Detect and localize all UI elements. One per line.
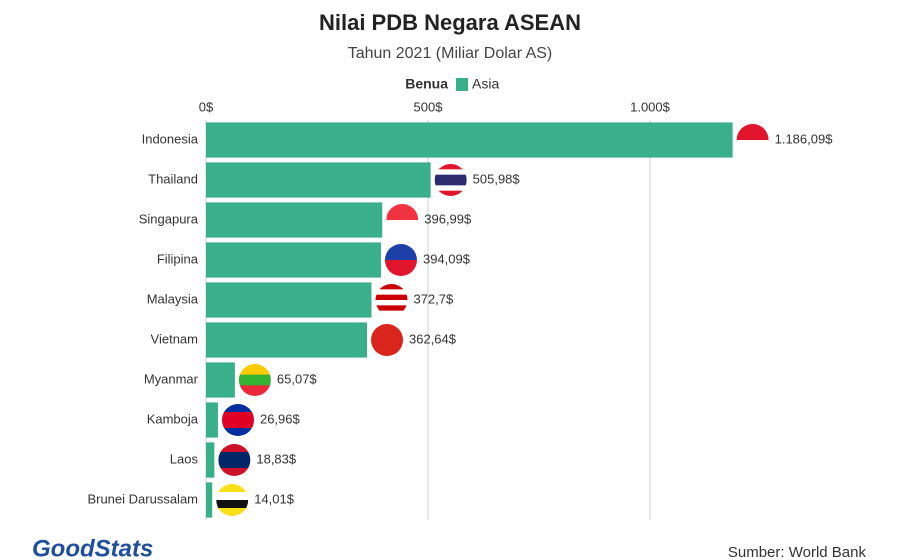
- legend-title: Benua: [405, 76, 448, 92]
- flag-icon: [736, 124, 769, 156]
- y-tick-label: Malaysia: [147, 291, 199, 306]
- flag-stripe: [221, 412, 254, 421]
- value-label: 372,7$: [413, 291, 454, 306]
- y-tick-label: Vietnam: [151, 331, 198, 346]
- flag-stripe: [375, 305, 408, 312]
- y-tick-label: Thailand: [148, 171, 198, 186]
- flag-stripe: [371, 324, 404, 356]
- y-tick-label: Kamboja: [147, 411, 199, 426]
- flag-stripe: [218, 468, 251, 476]
- y-tick-label: Indonesia: [142, 131, 199, 146]
- x-tick-label: 1.000$: [630, 99, 671, 114]
- value-label: 26,96$: [260, 411, 301, 426]
- flag-stripe: [238, 385, 271, 396]
- flag-stripe: [221, 428, 254, 436]
- legend-label: Asia: [472, 76, 499, 92]
- flag-stripe: [216, 508, 249, 516]
- flag-icon: [371, 324, 404, 356]
- logo: GoodStats: [32, 535, 153, 560]
- source: Sumber: World Bank: [728, 544, 867, 560]
- y-tick-label: Myanmar: [144, 371, 199, 386]
- flag-stripe: [216, 484, 249, 493]
- flag-stripe: [221, 404, 254, 413]
- flag-stripe: [238, 364, 271, 376]
- y-tick-label: Singapura: [139, 211, 199, 226]
- value-label: 396,99$: [424, 211, 472, 226]
- flag-stripe: [375, 294, 408, 301]
- bar: [206, 282, 372, 318]
- flag-icon: [386, 204, 419, 236]
- flag-stripe: [216, 492, 249, 501]
- flag-stripe: [434, 174, 467, 181]
- bar: [206, 362, 235, 398]
- bar: [206, 122, 733, 158]
- y-tick-label: Laos: [170, 451, 199, 466]
- flag-stripe: [221, 420, 254, 429]
- flag-stripe: [375, 284, 408, 290]
- value-label: 14,01$: [254, 491, 295, 506]
- bar: [206, 162, 431, 198]
- flag-stripe: [384, 260, 417, 276]
- x-tick-label: 500$: [414, 99, 444, 114]
- flag-stripe: [736, 124, 769, 141]
- chart-subtitle: Tahun 2021 (Miliar Dolar AS): [348, 45, 553, 62]
- y-tick-label: Brunei Darussalam: [87, 491, 198, 506]
- value-label: 362,64$: [409, 331, 457, 346]
- flag-stripe: [238, 374, 271, 386]
- flag-icon: [384, 244, 417, 276]
- flag-stripe: [218, 452, 251, 461]
- flag-icon: [238, 364, 271, 396]
- flag-stripe: [736, 140, 769, 156]
- flag-stripe: [375, 300, 408, 306]
- flag-icon: [216, 484, 249, 516]
- flag-stripe: [386, 204, 419, 221]
- flag-stripe: [434, 180, 467, 186]
- bar: [206, 202, 383, 238]
- x-tick-label: 0$: [199, 99, 214, 114]
- bar: [206, 242, 381, 278]
- y-tick-label: Filipina: [157, 251, 199, 266]
- flag-icon: [221, 404, 254, 436]
- flag-stripe: [434, 185, 467, 192]
- flag-icon: [375, 284, 408, 316]
- value-label: 1.186,09$: [775, 131, 834, 146]
- value-label: 65,07$: [277, 371, 318, 386]
- value-label: 505,98$: [473, 171, 521, 186]
- flag-stripe: [434, 164, 467, 170]
- flag-stripe: [434, 190, 467, 196]
- chart-title: Nilai PDB Negara ASEAN: [319, 10, 581, 35]
- value-label: 18,83$: [256, 451, 297, 466]
- flag-icon: [434, 164, 467, 196]
- flag-icon: [218, 444, 251, 476]
- bar: [206, 482, 213, 518]
- flag-stripe: [216, 500, 249, 509]
- bar: [206, 322, 368, 358]
- bar: [206, 402, 218, 438]
- flag-stripe: [375, 310, 408, 316]
- flag-stripe: [434, 169, 467, 176]
- bar: [206, 442, 215, 478]
- flag-stripe: [218, 444, 251, 453]
- flag-stripe: [386, 220, 419, 236]
- value-label: 394,09$: [423, 251, 471, 266]
- flag-stripe: [375, 289, 408, 296]
- legend-swatch: [456, 78, 468, 91]
- flag-stripe: [218, 460, 251, 469]
- flag-stripe: [384, 244, 417, 261]
